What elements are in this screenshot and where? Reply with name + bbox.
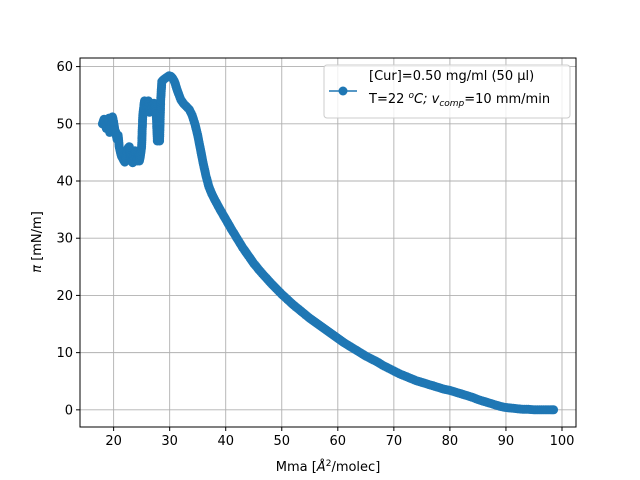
y-axis-label: π [mN/m] bbox=[30, 211, 45, 273]
legend-label-line2: T=22 oC; vcomp=10 mm/min bbox=[368, 91, 550, 109]
y-tick-label: 10 bbox=[56, 346, 73, 361]
x-tick-label: 90 bbox=[498, 434, 515, 449]
y-tick-label: 20 bbox=[56, 289, 73, 304]
y-tick-label: 50 bbox=[56, 117, 73, 132]
y-tick-label: 60 bbox=[56, 60, 73, 75]
x-tick-label: 30 bbox=[161, 434, 178, 449]
y-tick-label: 40 bbox=[56, 175, 73, 190]
x-tick-label: 70 bbox=[386, 434, 403, 449]
x-axis-label: Mma [Å2/molec] bbox=[276, 459, 381, 475]
x-tick-label: 20 bbox=[105, 434, 122, 449]
legend-box bbox=[323, 64, 571, 119]
grid bbox=[80, 58, 576, 427]
x-tick-label: 40 bbox=[217, 434, 234, 449]
data-point bbox=[549, 405, 559, 415]
legend-dot-marker bbox=[338, 86, 348, 96]
legend-label-line1: [Cur]=0.50 mg/ml (50 μl) bbox=[369, 69, 534, 84]
y-tick-label: 30 bbox=[56, 232, 73, 247]
data-series bbox=[97, 71, 559, 415]
x-tick-label: 100 bbox=[550, 434, 575, 449]
plot-frame bbox=[79, 57, 577, 428]
axis-ticks: 20 30 40 50 60 70 80 90 100 0 10 20 30 40 50 60 bbox=[56, 60, 574, 449]
legend: [Cur]=0.50 mg/ml (50 μl) T=22 oC; vcomp=… bbox=[323, 64, 571, 119]
x-tick-label: 80 bbox=[442, 434, 459, 449]
x-tick-label: 60 bbox=[330, 434, 347, 449]
x-tick-label: 50 bbox=[273, 434, 290, 449]
y-tick-label: 0 bbox=[65, 403, 73, 418]
